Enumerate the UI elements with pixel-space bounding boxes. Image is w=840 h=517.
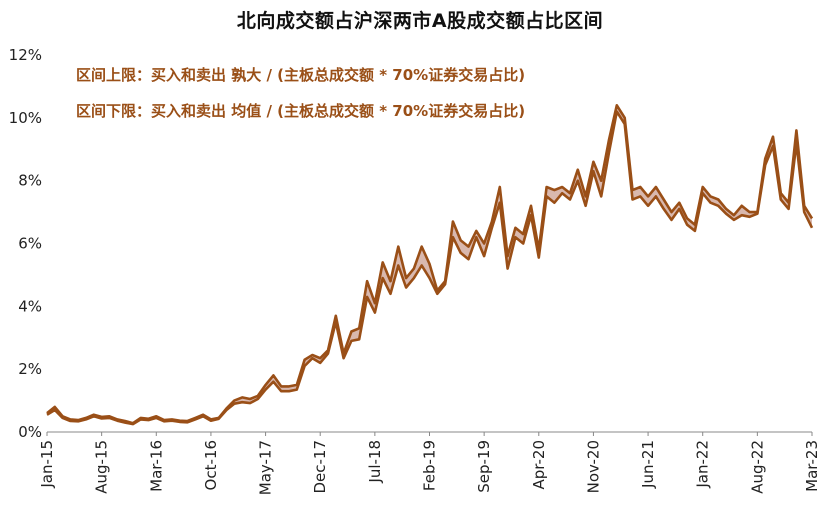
x-tick-label: Apr-20 — [530, 440, 548, 490]
x-tick-label: Mar-16 — [147, 440, 165, 492]
y-tick-label: 8% — [18, 172, 42, 190]
y-tick-label: 10% — [9, 109, 42, 127]
annotation-lower-bound: 区间下限：买入和卖出 均值 / (主板总成交额 * 70%证券交易占比) — [76, 102, 526, 120]
x-tick-label: Jun-21 — [639, 440, 657, 489]
x-tick-label: Feb-19 — [421, 440, 439, 491]
x-tick-label: Jan-15 — [38, 440, 56, 489]
x-tick-label: Oct-16 — [202, 440, 220, 490]
y-tick-label: 2% — [18, 360, 42, 378]
y-tick-label: 6% — [18, 235, 42, 253]
series-line-lower — [46, 110, 814, 426]
x-tick-label: Aug-22 — [748, 440, 766, 494]
y-tick-label: 4% — [18, 297, 42, 315]
x-tick-label: May-17 — [257, 440, 275, 495]
chart-title: 北向成交额占沪深两市A股成交额占比区间 — [236, 10, 604, 32]
annotation-upper-bound: 区间上限：买入和卖出 孰大 / (主板总成交额 * 70%证券交易占比) — [76, 66, 526, 84]
y-tick-label: 0% — [18, 423, 42, 441]
x-tick-label: Dec-17 — [311, 440, 329, 494]
x-tick-label: Aug-15 — [93, 440, 111, 494]
series-line-upper — [46, 104, 814, 425]
x-tick-label: Nov-20 — [584, 440, 602, 493]
x-tick-label: Jan-22 — [694, 440, 712, 489]
x-tick-label: Sep-19 — [475, 440, 493, 493]
x-tick-label: Mar-23 — [803, 440, 821, 492]
y-tick-label: 12% — [9, 46, 42, 64]
x-tick-label: Jul-18 — [366, 440, 384, 484]
